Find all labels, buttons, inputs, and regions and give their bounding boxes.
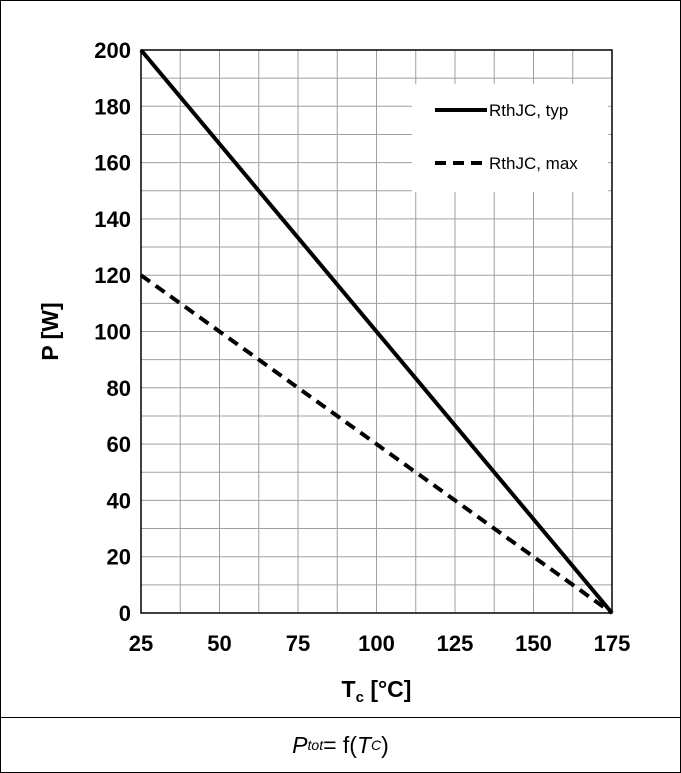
x-tick-label: 125 bbox=[437, 631, 474, 656]
y-tick-label: 20 bbox=[107, 545, 131, 570]
power-derating-chart: 25 50 75 100 125 150 175 0 20 40 60 80 100 120 140 160… bbox=[37, 38, 631, 706]
x-axis-label: Tc [°C] bbox=[342, 676, 412, 706]
y-tick-label: 160 bbox=[94, 151, 131, 176]
caption-close: ) bbox=[381, 731, 389, 758]
y-tick-label: 60 bbox=[107, 432, 131, 457]
caption-t-sub: C bbox=[371, 737, 382, 753]
x-tick-label: 25 bbox=[129, 631, 153, 656]
legend-label-max: RthJC, max bbox=[489, 154, 578, 173]
legend-label-typ: RthJC, typ bbox=[489, 101, 568, 120]
x-tick-label: 150 bbox=[515, 631, 552, 656]
x-tick-label: 50 bbox=[207, 631, 231, 656]
y-tick-label: 40 bbox=[107, 488, 131, 513]
caption-p: P bbox=[292, 731, 308, 758]
y-tick-label: 80 bbox=[107, 376, 131, 401]
caption-eq: = f( bbox=[323, 731, 357, 758]
legend-box bbox=[412, 84, 608, 192]
y-tick-label: 100 bbox=[94, 320, 131, 345]
x-tick-label: 175 bbox=[594, 631, 631, 656]
x-tick-label: 100 bbox=[358, 631, 395, 656]
series-line-typ bbox=[139, 48, 614, 615]
x-tick-label: 75 bbox=[286, 631, 310, 656]
legend: RthJC, typ RthJC, max bbox=[412, 84, 608, 192]
caption-p-sub: tot bbox=[307, 737, 324, 753]
series-layer bbox=[139, 48, 614, 615]
y-axis-label: P [W] bbox=[37, 302, 63, 360]
series-line-max bbox=[139, 273, 614, 615]
y-tick-label: 200 bbox=[94, 38, 131, 63]
caption-divider bbox=[0, 717, 681, 718]
y-tick-label: 120 bbox=[94, 263, 131, 288]
y-tick-label: 0 bbox=[119, 601, 131, 626]
caption-t: T bbox=[356, 731, 372, 758]
y-tick-label: 180 bbox=[94, 94, 131, 119]
plot-area-border bbox=[140, 49, 613, 614]
x-axis-ticks: 25 50 75 100 125 150 175 bbox=[129, 631, 631, 656]
y-axis-ticks: 0 20 40 60 80 100 120 140 160 180 200 bbox=[94, 38, 131, 626]
y-tick-label: 140 bbox=[94, 207, 131, 232]
